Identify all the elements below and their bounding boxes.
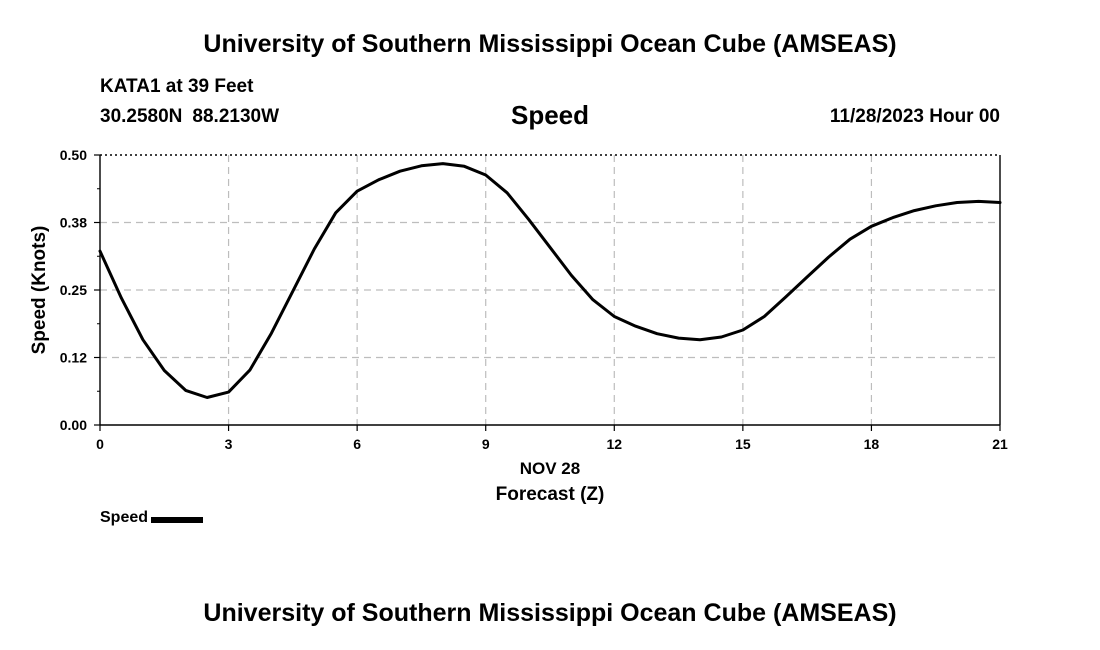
series-layer <box>98 162 1002 399</box>
axis-layer <box>94 154 1001 431</box>
x-tick-label: 15 <box>735 436 751 452</box>
x-tick-label: 12 <box>606 436 622 452</box>
y-tick-label: 0.50 <box>60 147 87 163</box>
chart-title: Speed <box>510 100 590 130</box>
x-axis-date-label: NOV 28 <box>520 459 580 478</box>
x-tick-label: 21 <box>992 436 1008 452</box>
y-tick-label: 0.00 <box>60 417 87 433</box>
latitude-label: 30.2580N <box>100 106 183 127</box>
y-axis-label: Speed (Knots) <box>29 226 50 355</box>
x-tick-label: 0 <box>96 436 104 452</box>
legend-line-swatch <box>151 516 204 523</box>
y-tick-label: 0.25 <box>60 282 87 298</box>
x-tick-label: 6 <box>353 436 361 452</box>
station-coordinates: 30.2580N 88.2130W <box>100 106 279 128</box>
y-tick-label: 0.38 <box>60 215 87 231</box>
forecast-datetime: 11/28/2023 Hour 00 <box>829 106 1000 127</box>
page-title: University of Southern Mississippi Ocean… <box>203 30 897 58</box>
footer-title: University of Southern Mississippi Ocean… <box>203 599 897 627</box>
grid-layer <box>100 155 1000 425</box>
legend-label: Speed <box>100 509 149 526</box>
x-axis-label: Forecast (Z) <box>496 484 605 505</box>
x-tick-label: 9 <box>482 436 490 452</box>
label-layer: 0 3 6 9 12 15 18 21 0.00 0.12 0.25 0.38 0.50 NOV 28 Fo… <box>29 147 1008 505</box>
longitude-label: 88.2130W <box>192 106 280 127</box>
x-tick-label: 3 <box>225 436 233 452</box>
legend: Speed <box>100 509 204 527</box>
x-tick-label: 18 <box>864 436 880 452</box>
speed-series-line <box>98 162 1002 399</box>
y-tick-label: 0.12 <box>60 350 87 366</box>
station-label: KATA1 at 39 Feet <box>100 76 254 97</box>
